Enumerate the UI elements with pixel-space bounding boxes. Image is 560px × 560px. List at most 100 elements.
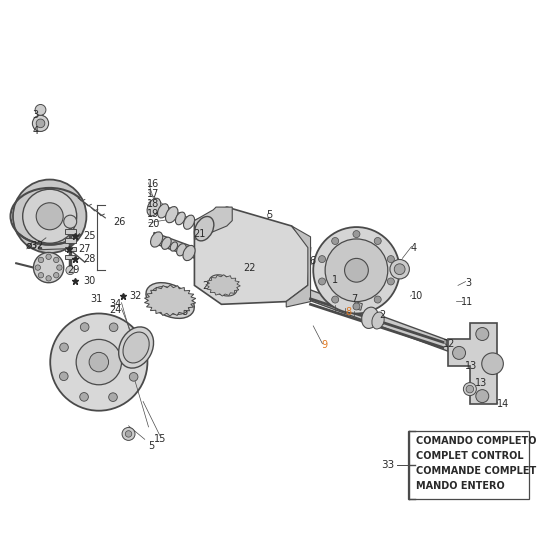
Text: 34: 34 [109, 299, 122, 309]
Ellipse shape [166, 207, 178, 223]
Polygon shape [194, 207, 311, 304]
Circle shape [129, 372, 138, 381]
Circle shape [35, 105, 46, 115]
Circle shape [46, 276, 52, 281]
Text: 20: 20 [147, 219, 160, 229]
Text: 15: 15 [154, 435, 166, 444]
Circle shape [66, 266, 74, 274]
Circle shape [57, 265, 62, 270]
Circle shape [23, 189, 77, 243]
Circle shape [353, 303, 360, 310]
Text: 31: 31 [91, 294, 103, 304]
Text: 19: 19 [147, 209, 160, 219]
Ellipse shape [146, 283, 194, 319]
Ellipse shape [372, 312, 384, 329]
Ellipse shape [362, 307, 378, 329]
Text: 8: 8 [182, 307, 188, 318]
Text: ø32: ø32 [26, 240, 44, 250]
Bar [65, 239, 76, 242]
Text: 4: 4 [410, 242, 417, 253]
Polygon shape [154, 232, 448, 351]
Circle shape [325, 239, 388, 302]
Text: 22: 22 [243, 263, 255, 273]
Text: 17: 17 [147, 189, 160, 199]
Polygon shape [286, 226, 311, 307]
Circle shape [463, 382, 477, 395]
Ellipse shape [194, 217, 214, 241]
Circle shape [35, 265, 40, 270]
Circle shape [76, 339, 122, 385]
Circle shape [129, 344, 138, 352]
Text: 2: 2 [380, 310, 386, 320]
Ellipse shape [175, 212, 185, 225]
Ellipse shape [123, 332, 149, 363]
Text: 5: 5 [148, 441, 155, 451]
Circle shape [64, 215, 77, 228]
Circle shape [80, 393, 88, 401]
Circle shape [54, 273, 59, 278]
Circle shape [452, 347, 465, 360]
Text: 14: 14 [497, 399, 509, 409]
Text: 16: 16 [147, 179, 160, 189]
Bar [65, 246, 76, 251]
Circle shape [59, 372, 68, 381]
Circle shape [476, 328, 489, 340]
Ellipse shape [209, 275, 237, 296]
Circle shape [54, 257, 59, 263]
Ellipse shape [151, 232, 162, 247]
Text: 7: 7 [351, 294, 357, 304]
Circle shape [390, 259, 409, 279]
Text: 10: 10 [410, 291, 423, 301]
Text: 3: 3 [33, 110, 39, 120]
Text: 13: 13 [475, 377, 488, 388]
Circle shape [32, 115, 49, 132]
Polygon shape [448, 323, 497, 404]
Text: 27: 27 [78, 244, 91, 254]
Text: 32: 32 [129, 291, 142, 301]
Ellipse shape [170, 242, 178, 251]
Ellipse shape [183, 245, 195, 260]
Ellipse shape [176, 244, 186, 256]
Circle shape [319, 255, 325, 263]
Ellipse shape [161, 237, 171, 249]
Text: 4: 4 [33, 127, 39, 137]
Polygon shape [144, 285, 196, 316]
Text: 26: 26 [114, 217, 126, 227]
Circle shape [36, 203, 63, 230]
Text: 3: 3 [465, 278, 472, 288]
Text: COMANDO COMPLETO: COMANDO COMPLETO [416, 436, 536, 446]
Text: 8: 8 [346, 307, 352, 318]
Circle shape [482, 353, 503, 375]
Ellipse shape [119, 327, 153, 368]
Circle shape [36, 119, 45, 128]
Circle shape [89, 352, 109, 372]
Polygon shape [354, 302, 362, 310]
Circle shape [109, 393, 117, 402]
Circle shape [388, 255, 394, 263]
Circle shape [332, 237, 339, 245]
Text: 12: 12 [443, 339, 455, 349]
Circle shape [122, 427, 135, 440]
Circle shape [374, 296, 381, 303]
Text: 25: 25 [83, 231, 96, 241]
Text: 5: 5 [266, 210, 273, 220]
Text: 1: 1 [332, 275, 338, 285]
Bar [408, 431, 529, 499]
Circle shape [353, 231, 360, 237]
Text: 9: 9 [321, 340, 328, 350]
Text: 33: 33 [381, 460, 394, 470]
Circle shape [109, 323, 118, 332]
Circle shape [80, 323, 89, 332]
Text: 29: 29 [68, 265, 80, 276]
Ellipse shape [151, 287, 189, 315]
Text: ø32: ø32 [27, 240, 44, 249]
Circle shape [388, 278, 394, 285]
Text: 30: 30 [83, 276, 96, 286]
Bar [65, 255, 76, 259]
Circle shape [125, 431, 132, 437]
Circle shape [394, 264, 405, 274]
Text: 6: 6 [309, 256, 315, 266]
Circle shape [344, 258, 368, 282]
Text: 24: 24 [109, 305, 122, 315]
Text: 9: 9 [172, 297, 178, 307]
